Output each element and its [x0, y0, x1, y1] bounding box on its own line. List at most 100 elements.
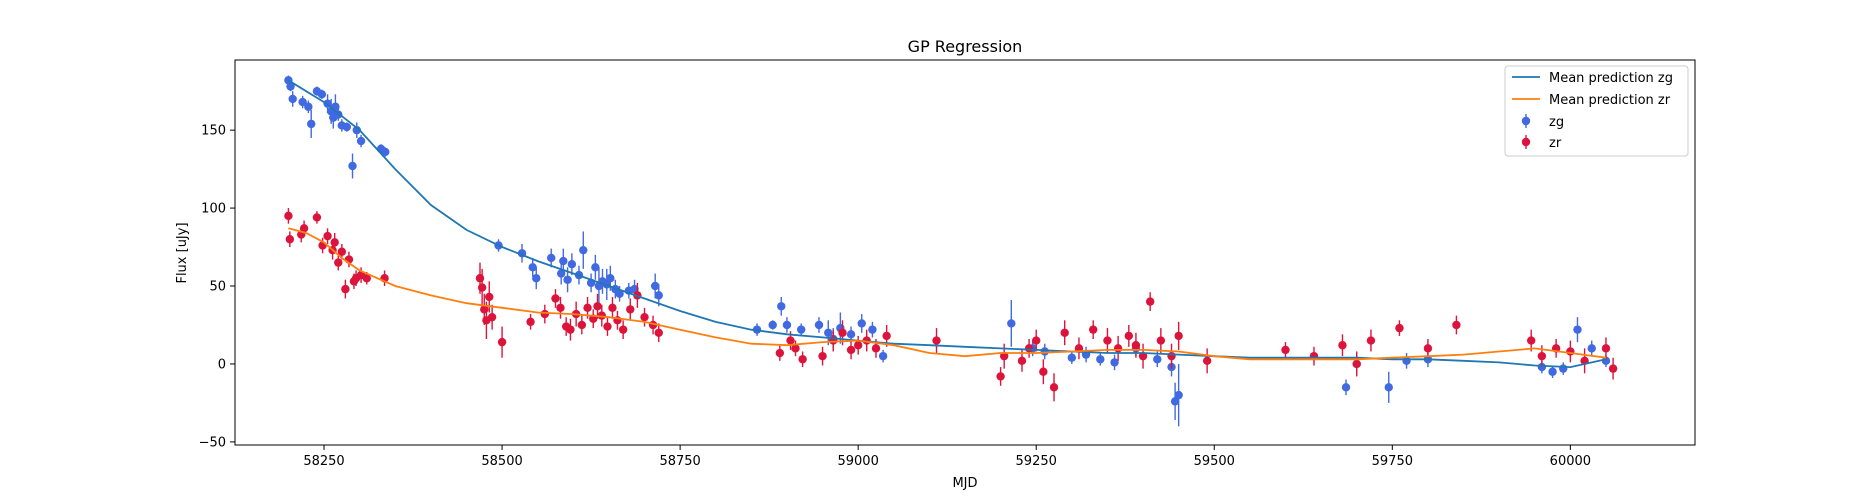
zg-point — [650, 281, 660, 291]
legend-label-mean-zr: Mean prediction zr — [1549, 93, 1671, 108]
zg-point — [352, 125, 361, 135]
zg-point — [1573, 325, 1582, 334]
zr-point — [597, 311, 606, 320]
zg-point — [1153, 355, 1162, 364]
zr-point — [882, 331, 891, 341]
zg-point — [547, 253, 556, 263]
zr-point — [1088, 325, 1098, 334]
zg-point — [782, 320, 792, 330]
y-tick-label: 150 — [201, 124, 226, 139]
legend-frame — [1504, 65, 1689, 157]
zr-point — [775, 348, 785, 358]
legend-swatch-zr — [1521, 137, 1531, 147]
legend-swatch-zg — [1521, 116, 1531, 126]
zr-point — [337, 247, 347, 256]
zr-point — [798, 355, 807, 364]
zg-point — [532, 274, 541, 283]
zr-point — [312, 213, 322, 222]
zg-point — [348, 161, 357, 171]
line-mean-prediction-zr — [288, 227, 1607, 361]
zg-point — [381, 147, 390, 157]
legend-label-mean-zg: Mean prediction zg — [1549, 71, 1673, 86]
zr-point — [618, 325, 628, 334]
zg-point — [288, 94, 297, 104]
zg-point — [591, 263, 600, 272]
zr-point — [556, 303, 565, 313]
zr-point — [1024, 344, 1034, 353]
zr-point — [996, 372, 1005, 381]
zg-point — [286, 82, 295, 91]
zr-point — [1049, 383, 1059, 392]
zg-point — [1548, 367, 1557, 376]
zr-point — [1060, 328, 1069, 337]
zr-point — [284, 211, 293, 221]
zr-point — [786, 336, 795, 345]
zr-point — [577, 320, 587, 330]
zr-point — [330, 238, 339, 247]
zg-point — [307, 119, 316, 129]
zg-point — [304, 102, 313, 111]
x-tick-label: 58250 — [303, 454, 344, 469]
zr-point — [1138, 351, 1148, 361]
y-tick-label: 100 — [201, 202, 226, 217]
zr-point — [1352, 359, 1361, 369]
zr-point — [583, 303, 592, 313]
zr-point — [1103, 336, 1112, 345]
zr-point — [603, 322, 612, 331]
zr-point — [1423, 344, 1433, 353]
zr-point — [1174, 331, 1183, 341]
line-mean-prediction-zg — [287, 79, 1607, 369]
zr-point — [540, 309, 550, 319]
zr-point — [654, 328, 663, 337]
zr-point — [932, 336, 941, 345]
zr-point — [1017, 356, 1027, 366]
zg-point — [1384, 383, 1393, 392]
x-axis: 58250 58500 58750 59000 59250 59500 59750 60000 — [303, 445, 1591, 469]
zr-point — [1039, 367, 1048, 376]
x-tick-label: 59500 — [1194, 454, 1235, 469]
zg-point — [630, 284, 639, 294]
zg-point — [559, 256, 568, 266]
zg-point — [1341, 383, 1351, 392]
zg-point — [1040, 347, 1049, 356]
zr-point — [475, 274, 485, 283]
zr-point — [1032, 336, 1041, 345]
zg-point — [824, 328, 833, 337]
y-tick-label: 50 — [209, 280, 226, 295]
zr-point — [1452, 320, 1461, 330]
zr-point — [1338, 341, 1347, 350]
x-tick-label: 59000 — [837, 454, 878, 469]
zr-point — [485, 292, 494, 302]
y-axis: −50 0 50 100 150 — [199, 124, 235, 450]
zr-point — [566, 325, 575, 334]
zr-point — [487, 312, 497, 322]
zg-point — [615, 289, 624, 299]
series-zg — [284, 75, 1611, 427]
zg-point — [298, 97, 307, 107]
zr-point — [1601, 344, 1611, 353]
zg-point — [1559, 364, 1568, 373]
x-tick-label: 58750 — [659, 454, 700, 469]
zr-point — [497, 337, 507, 347]
zr-point — [299, 224, 309, 233]
zr-point — [362, 274, 371, 283]
zr-point — [640, 312, 649, 322]
zr-point — [838, 328, 847, 337]
zg-point — [1174, 390, 1183, 400]
zg-point — [528, 263, 537, 272]
y-tick-label: −50 — [199, 435, 226, 450]
zg-point — [317, 90, 327, 99]
zr-point — [334, 258, 343, 267]
zr-point — [846, 345, 856, 355]
zr-point — [1167, 351, 1176, 361]
zr-point — [526, 317, 535, 327]
zg-point — [567, 259, 577, 269]
zg-point — [563, 275, 572, 284]
zr-point — [1145, 297, 1155, 306]
zg-point — [1096, 355, 1105, 364]
zr-point — [791, 344, 800, 353]
series-zr — [284, 208, 1618, 402]
zr-point — [999, 351, 1009, 361]
zg-point — [1067, 353, 1077, 362]
y-tick-label: 0 — [218, 357, 226, 372]
